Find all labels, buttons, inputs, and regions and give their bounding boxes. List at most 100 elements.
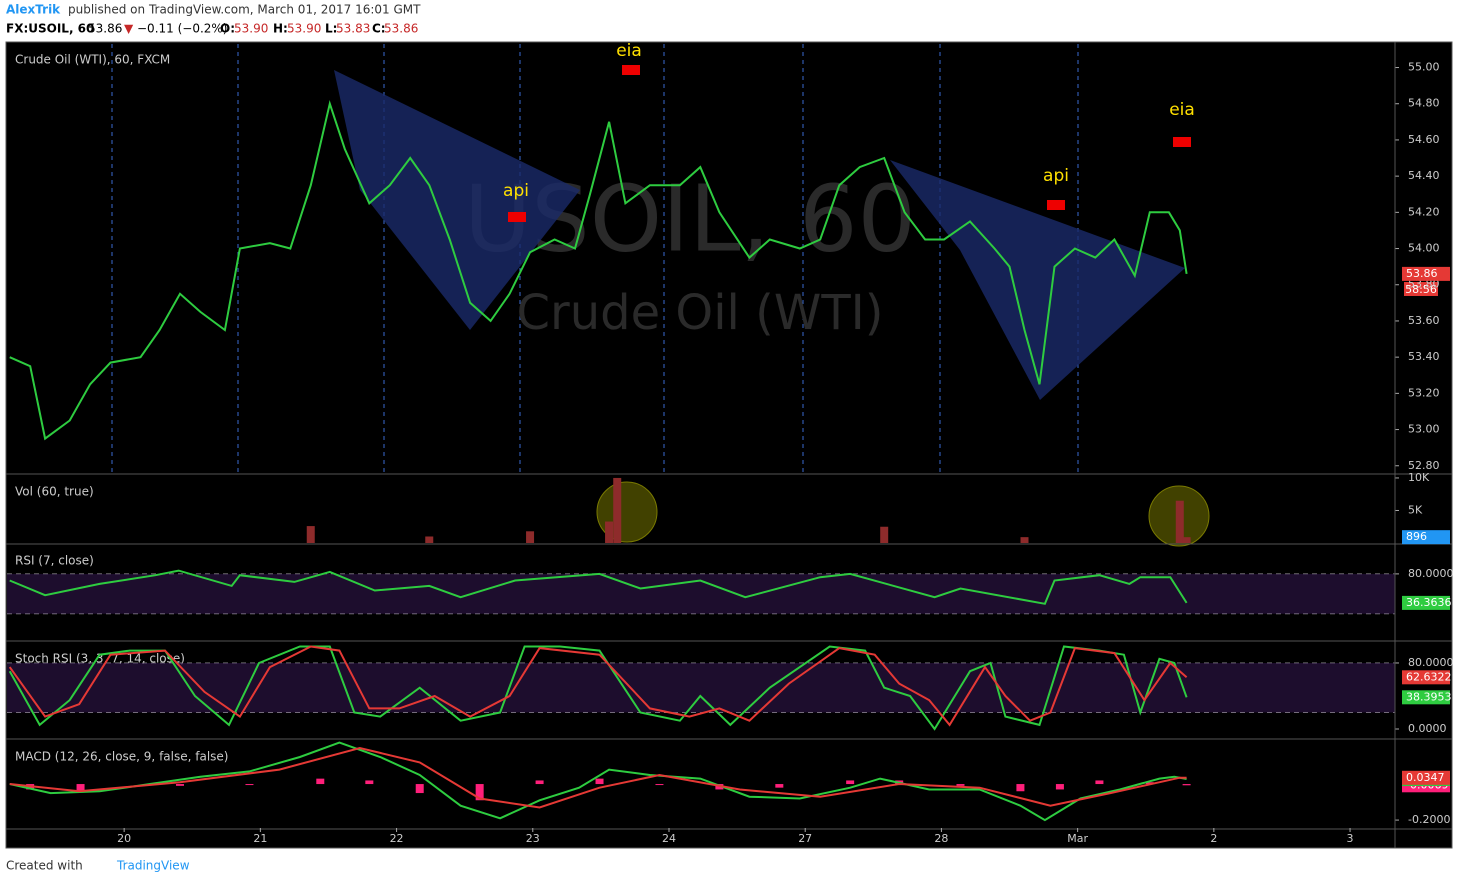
bar [655, 784, 664, 786]
bar [956, 784, 965, 786]
last-value-label: 62.6322 [1406, 670, 1452, 683]
panel-title: Stoch RSI (3, 3, 7, 14, close) [15, 652, 185, 666]
bar [1055, 784, 1064, 790]
bar [1182, 537, 1191, 543]
bar [526, 531, 535, 543]
last-value-box [1402, 266, 1450, 281]
y-tick-label: 53.00 [1408, 423, 1440, 436]
close-label: C: [372, 22, 386, 36]
annotation: api [1043, 166, 1069, 186]
last-value-label: 36.3636 [1406, 596, 1452, 609]
bar [1095, 780, 1104, 785]
y-tick-label: 53.20 [1408, 386, 1440, 399]
bar [306, 526, 315, 543]
y-tick-label: 53.40 [1408, 350, 1440, 363]
x-tick-label: Mar [1067, 832, 1088, 845]
last-value-box [1402, 530, 1450, 545]
last-value-box [1402, 595, 1450, 610]
published: published on TradingView.com, March 01, … [68, 3, 421, 17]
last-value-box [1402, 690, 1450, 705]
y-tick-label: 54.00 [1408, 242, 1440, 255]
footer-created: Created with [6, 859, 83, 873]
x-tick-label: 23 [526, 832, 540, 845]
bar [1145, 782, 1154, 785]
panel-title: Vol (60, true) [15, 485, 94, 499]
open: 53.90 [234, 22, 268, 36]
x-tick-label: 22 [390, 832, 404, 845]
last-value-box [1402, 670, 1450, 685]
series-line [8, 645, 1188, 727]
annotation: eia [616, 41, 642, 61]
x-tick-label: 2 [1210, 832, 1217, 845]
bar [775, 784, 784, 788]
drawing-triangle [334, 70, 580, 330]
author[interactable]: AlexTrik [6, 3, 61, 17]
bar [1020, 537, 1029, 543]
bar [1016, 784, 1025, 792]
x-tick-label: 28 [934, 832, 948, 845]
series-line [9, 741, 1187, 822]
bar [175, 784, 184, 786]
open-label: O: [220, 22, 235, 36]
high: 53.90 [287, 22, 321, 36]
watermark-name: Crude Oil (WTI) [516, 285, 883, 341]
y-tick-label: 54.80 [1408, 97, 1440, 110]
x-tick-label: 27 [798, 832, 812, 845]
last-value-box [1402, 770, 1450, 785]
countdown-box [1404, 282, 1438, 296]
series-line [9, 100, 1188, 441]
high-label: H: [273, 22, 288, 36]
last-value-label: 896 [1406, 530, 1427, 543]
y-tick-label: 52.80 [1408, 459, 1440, 472]
drawing-triangle [890, 160, 1185, 400]
x-tick-label: 20 [117, 832, 131, 845]
panel-title: Crude Oil (WTI), 60, FXCM [15, 53, 170, 67]
x-tick-label: 3 [1347, 832, 1354, 845]
bar [595, 778, 604, 785]
panel-title: MACD (12, 26, close, 9, false, false) [15, 750, 228, 764]
footer-brand[interactable]: TradingView [116, 859, 190, 873]
y-tick-label: 10K [1408, 471, 1430, 484]
y-tick-label: 53.60 [1408, 314, 1440, 327]
bar [475, 784, 484, 801]
last-value-label: 53.86 [1406, 267, 1438, 280]
bar [76, 784, 85, 792]
y-tick-label: 54.60 [1408, 133, 1440, 146]
change: −0.11 (−0.2%) [137, 22, 228, 36]
y-tick-label: 54.40 [1408, 169, 1440, 182]
bar [316, 778, 325, 785]
bar [605, 521, 614, 543]
countdown: 58:56 [1405, 283, 1437, 296]
bar [365, 780, 374, 785]
band-fill [7, 662, 1395, 713]
bar [880, 526, 889, 543]
y-tick-label: 5K [1408, 503, 1423, 516]
last-price: 53.86 [88, 22, 122, 36]
series-line [9, 569, 1188, 605]
bar [1175, 500, 1184, 543]
pointer-icons [508, 65, 1191, 222]
bar [613, 477, 622, 543]
last-value-label: 38.3953 [1406, 690, 1452, 703]
y-tick-label: 0.0000 [1408, 722, 1447, 735]
change-arrow: ▼ [124, 22, 134, 36]
y-tick-label: 54.20 [1408, 205, 1440, 218]
y-tick-label: 55.00 [1408, 61, 1440, 74]
chart-area [5, 41, 1453, 849]
annotation: api [503, 181, 529, 201]
y-tick-label: 80.0000 [1408, 656, 1454, 669]
bar [1182, 784, 1191, 786]
y-tick-label: 53.80 [1408, 278, 1440, 291]
series-line [8, 645, 1188, 731]
low: 53.83 [336, 22, 370, 36]
y-tick-label: -0.2000 [1408, 813, 1450, 826]
close: 53.86 [384, 22, 418, 36]
y-tick-label: 80.0000 [1408, 567, 1454, 580]
low-label: L: [325, 22, 337, 36]
x-tick-label: 21 [253, 832, 267, 845]
annotation: eia [1169, 100, 1195, 120]
panel-title: RSI (7, close) [15, 554, 94, 568]
bar [846, 780, 855, 785]
bar [425, 536, 434, 543]
